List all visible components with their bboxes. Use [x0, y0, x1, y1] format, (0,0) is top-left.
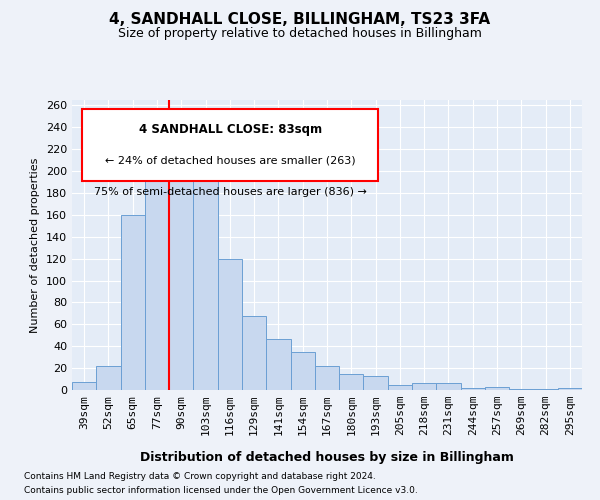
Bar — [145, 176, 169, 390]
Bar — [72, 382, 96, 390]
Bar — [461, 388, 485, 390]
Bar — [218, 258, 242, 390]
Y-axis label: Number of detached properties: Number of detached properties — [31, 158, 40, 332]
Bar — [485, 386, 509, 390]
Bar — [533, 389, 558, 390]
Bar — [169, 154, 193, 390]
Bar — [96, 366, 121, 390]
Bar — [558, 388, 582, 390]
Text: Size of property relative to detached houses in Billingham: Size of property relative to detached ho… — [118, 28, 482, 40]
Bar — [266, 338, 290, 390]
Bar — [315, 366, 339, 390]
Bar — [193, 138, 218, 390]
Text: Distribution of detached houses by size in Billingham: Distribution of detached houses by size … — [140, 451, 514, 464]
Bar — [290, 352, 315, 390]
Text: 75% of semi-detached houses are larger (836) →: 75% of semi-detached houses are larger (… — [94, 187, 367, 197]
Bar — [509, 389, 533, 390]
Bar — [339, 374, 364, 390]
Bar — [242, 316, 266, 390]
Text: Contains HM Land Registry data © Crown copyright and database right 2024.: Contains HM Land Registry data © Crown c… — [24, 472, 376, 481]
Text: Contains public sector information licensed under the Open Government Licence v3: Contains public sector information licen… — [24, 486, 418, 495]
Bar — [436, 384, 461, 390]
Bar — [121, 215, 145, 390]
Text: 4, SANDHALL CLOSE, BILLINGHAM, TS23 3FA: 4, SANDHALL CLOSE, BILLINGHAM, TS23 3FA — [109, 12, 491, 28]
Bar — [388, 384, 412, 390]
Text: ← 24% of detached houses are smaller (263): ← 24% of detached houses are smaller (26… — [105, 155, 355, 165]
Bar — [364, 376, 388, 390]
Text: 4 SANDHALL CLOSE: 83sqm: 4 SANDHALL CLOSE: 83sqm — [139, 123, 322, 136]
Bar — [412, 384, 436, 390]
FancyBboxPatch shape — [82, 108, 378, 181]
